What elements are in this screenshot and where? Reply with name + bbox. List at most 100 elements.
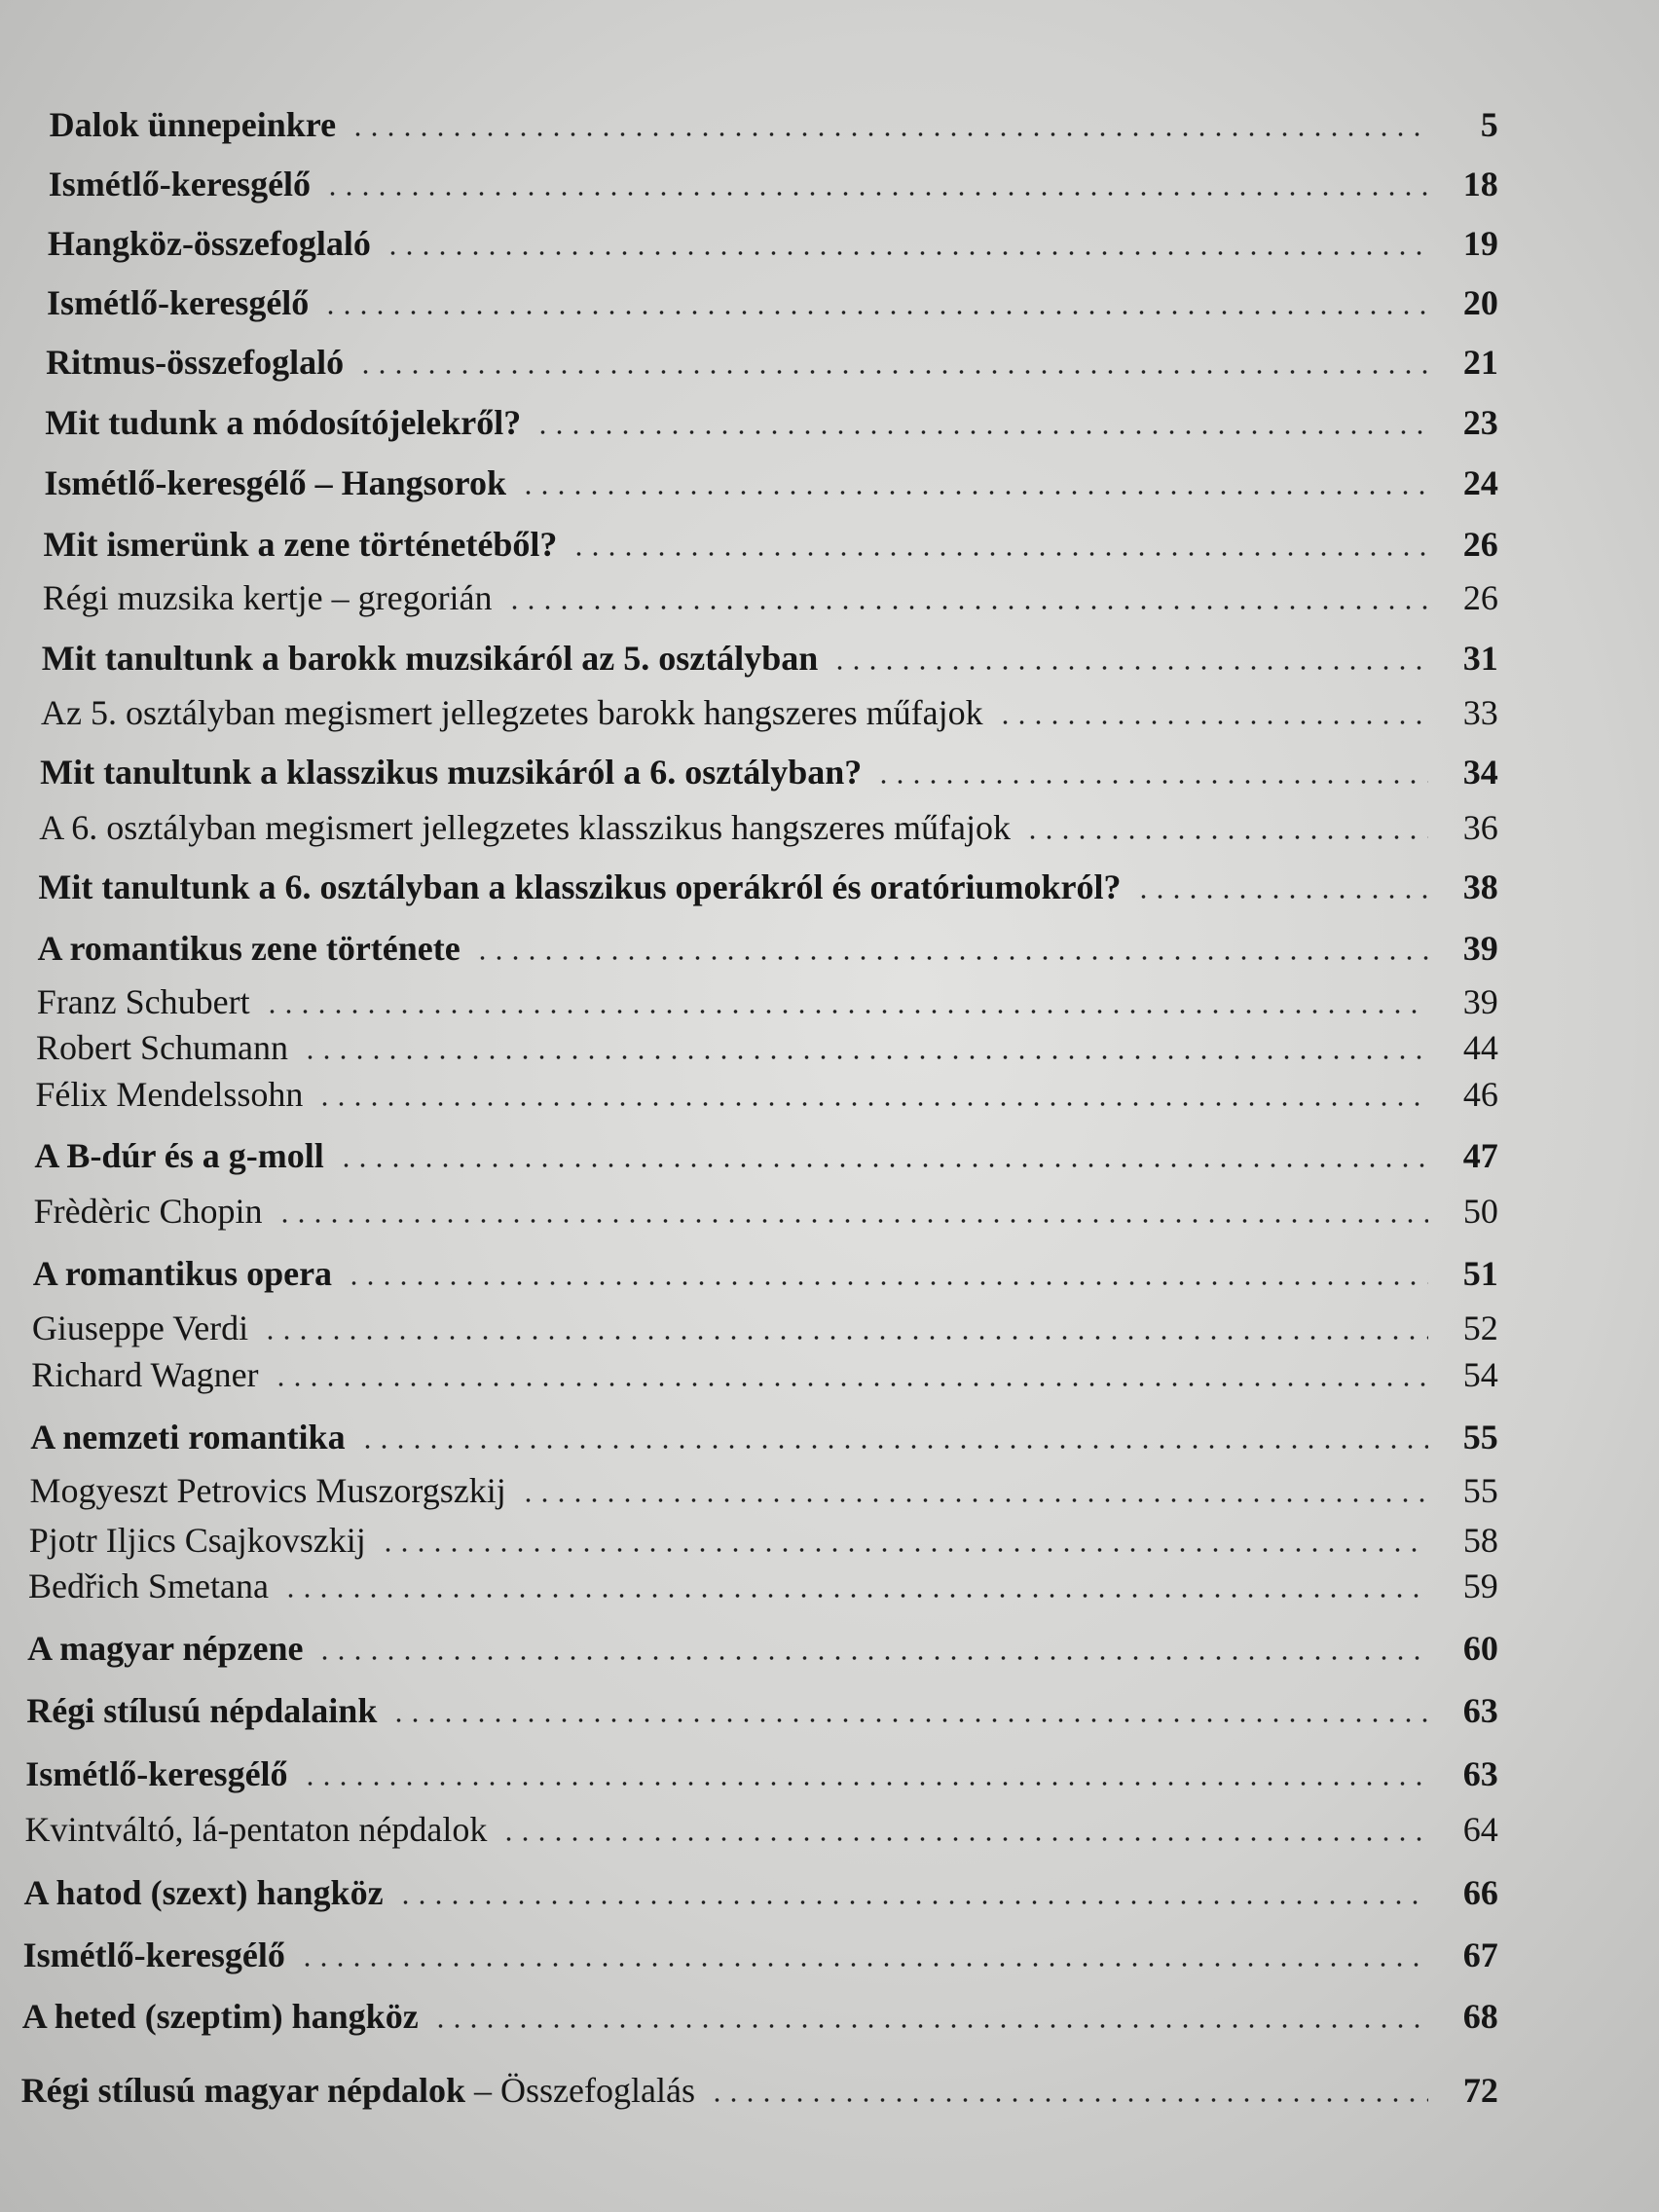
entry-title-text: Félix Mendelssohn xyxy=(35,1074,304,1114)
entry-title: A nemzeti romantika xyxy=(30,1417,358,1457)
toc-entry: A magyar népzene 60 xyxy=(27,1628,1498,1677)
entry-title-text: Ismétlő-keresgélő xyxy=(25,1754,288,1794)
dot-leader xyxy=(346,1280,1428,1285)
entry-title-text: Mit tanultunk a klasszikus muzsikáról a … xyxy=(40,753,863,793)
page-number: 18 xyxy=(1462,165,1498,204)
entry-title-text: Régi muzsika kertje – gregorián xyxy=(42,577,493,617)
page-number: 19 xyxy=(1462,223,1498,263)
toc-entry: A romantikus zene története 39 xyxy=(37,928,1497,977)
dot-leader xyxy=(875,780,1428,785)
entry-title: Franz Schubert xyxy=(37,981,264,1022)
entry-title-text: Mit ismerünk a zene történetéből? xyxy=(43,524,558,564)
toc-entry: Mit ismerünk a zene történetéből? 26 xyxy=(43,524,1497,572)
entry-title: Kvintváltó, lá-pentaton népdalok xyxy=(24,1809,500,1850)
page-number: 55 xyxy=(1462,1417,1498,1456)
page-number: 34 xyxy=(1462,753,1498,793)
page-number: 54 xyxy=(1462,1355,1498,1395)
page-number: 52 xyxy=(1462,1309,1498,1348)
entry-title-text: Régi stílusú népdalaink xyxy=(26,1690,378,1730)
dot-leader xyxy=(337,1163,1428,1168)
dot-leader xyxy=(263,1010,1428,1014)
entry-title: Ritmus-összefoglaló xyxy=(46,342,357,383)
page-number: 38 xyxy=(1462,866,1498,906)
page-number: 44 xyxy=(1462,1027,1498,1067)
entry-title-text: Bedřich Smetana xyxy=(28,1567,269,1606)
entry-title-text: Mit tanultunk a barokk muzsikáról az 5. … xyxy=(41,638,819,678)
page-number: 72 xyxy=(1462,2070,1498,2110)
entry-title: Hangköz-összefoglaló xyxy=(48,223,385,264)
entry-title: Mit tanultunk a barokk muzsikáról az 5. … xyxy=(42,638,831,679)
dot-leader xyxy=(996,720,1428,725)
entry-title: Mit tanultunk a 6. osztályban a klasszik… xyxy=(38,866,1134,907)
entry-title-text: A 6. osztályban megismert jellegzetes kl… xyxy=(39,807,1011,847)
toc-entry: A hatod (szext) hangköz 66 xyxy=(24,1872,1498,1921)
toc-entry: Régi stílusú magyar népdalok – Összefogl… xyxy=(21,2070,1498,2119)
page-number: 5 xyxy=(1480,105,1498,145)
dot-leader xyxy=(379,1547,1428,1552)
dot-leader xyxy=(708,2097,1428,2102)
entry-title: A romantikus opera xyxy=(33,1253,346,1294)
entry-title-text: Ismétlő-keresgélő xyxy=(22,1935,285,1974)
entry-title-text: Mit tanultunk a 6. osztályban a klasszik… xyxy=(38,866,1122,906)
entry-title: Mit ismerünk a zene történetéből? xyxy=(43,524,571,565)
toc-entry: Richard Wagner 54 xyxy=(31,1354,1498,1403)
entry-title-text: Ismétlő-keresgélő xyxy=(48,165,312,204)
entry-title-text: Dalok ünnepeinkre xyxy=(49,105,337,145)
dot-leader xyxy=(316,1101,1428,1106)
dot-leader xyxy=(324,192,1428,197)
entry-title: A hatod (szext) hangköz xyxy=(24,1872,397,1913)
entry-subtitle: – Összefoglalás xyxy=(474,2070,695,2110)
toc-entry: A nemzeti romantika 55 xyxy=(30,1417,1498,1465)
dot-leader xyxy=(384,250,1428,255)
dot-leader xyxy=(520,491,1428,496)
toc-entry: Bedřich Smetana 59 xyxy=(28,1566,1498,1614)
page-number: 64 xyxy=(1462,1809,1498,1849)
toc-entry: A B-dúr és a g-moll 47 xyxy=(34,1135,1497,1184)
toc-entry: Ismétlő-keresgélő 67 xyxy=(23,1935,1498,1983)
toc-entry: Mit tanultunk a barokk muzsikáról az 5. … xyxy=(42,638,1498,686)
dot-leader xyxy=(298,1962,1428,1967)
toc-entry: Ismétlő-keresgélő 20 xyxy=(47,282,1498,331)
toc-entry: Ritmus-összefoglaló 21 xyxy=(46,342,1498,390)
entry-title-text: Frèdèric Chopin xyxy=(33,1191,263,1231)
entry-title-text: A romantikus zene története xyxy=(37,929,461,969)
page-number: 46 xyxy=(1462,1074,1498,1114)
entry-title: Ismétlő-keresgélő xyxy=(23,1935,299,1975)
entry-title-text: A B-dúr és a g-moll xyxy=(34,1136,324,1176)
dot-leader xyxy=(301,1782,1428,1787)
toc-entry: Ismétlő-keresgélő – Hangsorok 24 xyxy=(44,462,1497,511)
entry-title-text: Mit tudunk a módosítójelekről? xyxy=(45,402,522,442)
toc-entry: Régi stílusú népdalaink 63 xyxy=(26,1690,1498,1739)
dot-leader xyxy=(831,665,1428,670)
entry-title: A magyar népzene xyxy=(27,1628,316,1669)
entry-title: Mit tanultunk a klasszikus muzsikáról a … xyxy=(40,752,875,793)
entry-title-text: Pjotr Iljics Csajkovszkij xyxy=(28,1520,366,1560)
toc-entry: Mit tudunk a módosítójelekről? 23 xyxy=(45,402,1498,451)
page-number: 20 xyxy=(1462,282,1498,322)
page-number: 51 xyxy=(1462,1253,1498,1293)
toc-entry: Giuseppe Verdi 52 xyxy=(32,1308,1498,1356)
entry-title-text: Kvintváltó, lá-pentaton népdalok xyxy=(24,1809,488,1849)
page-number: 36 xyxy=(1462,807,1498,847)
entry-title-text: A romantikus opera xyxy=(32,1253,333,1293)
toc-entry: Félix Mendelssohn 46 xyxy=(35,1074,1497,1123)
entry-title: Richard Wagner xyxy=(31,1354,272,1395)
entry-title: Dalok ünnepeinkre xyxy=(50,104,350,145)
dot-leader xyxy=(357,369,1428,374)
toc-entry: Kvintváltó, lá-pentaton népdalok 64 xyxy=(24,1809,1497,1858)
entry-title: Félix Mendelssohn xyxy=(35,1074,316,1115)
entry-title-text: Régi stílusú magyar népdalok xyxy=(20,2070,466,2110)
page-number: 58 xyxy=(1462,1520,1498,1560)
dot-leader xyxy=(1024,834,1428,839)
entry-title: Ismétlő-keresgélő xyxy=(25,1753,301,1794)
entry-title: Ismétlő-keresgélő xyxy=(49,164,324,204)
toc-entry: Frèdèric Chopin 50 xyxy=(34,1191,1498,1239)
dot-leader xyxy=(505,605,1428,609)
page-number: 31 xyxy=(1462,638,1498,678)
entry-title: A romantikus zene története xyxy=(37,928,473,969)
dot-leader xyxy=(276,1218,1428,1223)
dot-leader xyxy=(350,132,1428,137)
entry-title-text: Hangköz-összefoglaló xyxy=(47,223,371,263)
entry-title: Régi muzsika kertje – gregorián xyxy=(43,577,506,618)
